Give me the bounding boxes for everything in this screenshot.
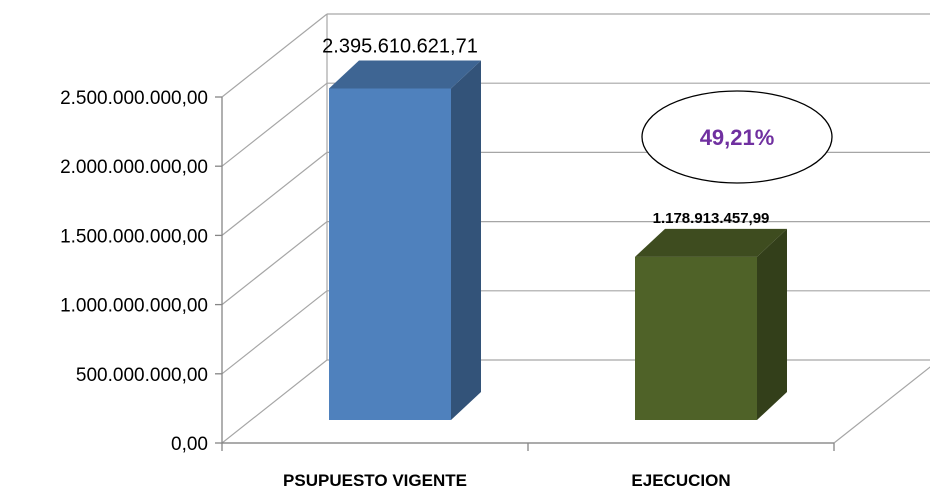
axes xyxy=(215,96,835,451)
bar-side-face xyxy=(451,60,481,421)
x-category-label: PSUPUESTO VIGENTE xyxy=(283,471,467,490)
chart-walls xyxy=(220,359,930,444)
value-label: 1.178.913.457,99 xyxy=(653,210,770,227)
side-gridline xyxy=(221,82,328,167)
x-category-label: EJECUCION xyxy=(631,471,730,490)
annotation-ellipse xyxy=(641,90,833,184)
percentage-annotation: 49,21% xyxy=(641,90,833,184)
y-tick-label: 2.500.000.000,00 xyxy=(60,88,208,109)
bar-top-face xyxy=(329,60,481,89)
side-gridline xyxy=(221,151,328,236)
x-category-labels: PSUPUESTO VIGENTE EJECUCION xyxy=(283,471,731,490)
y-tick-label: 500.000.000,00 xyxy=(76,365,208,386)
gridlines xyxy=(221,13,930,375)
side-gridline xyxy=(221,13,328,98)
bar-front-face xyxy=(329,88,451,421)
bar-side-face xyxy=(757,228,787,420)
y-tick-labels: 0,00 500.000.000,00 1.000.000.000,00 1.500.… xyxy=(60,88,208,455)
annotation-text: 49,21% xyxy=(700,125,775,150)
bar-1 xyxy=(329,60,481,421)
chart-floor xyxy=(220,359,930,444)
side-gridline xyxy=(221,290,328,375)
bar-2 xyxy=(635,228,787,420)
y-tick-label: 1.000.000.000,00 xyxy=(60,296,208,317)
y-tick-label: 2.000.000.000,00 xyxy=(60,157,208,178)
y-tick-label: 1.500.000.000,00 xyxy=(60,226,208,247)
bars xyxy=(329,60,787,421)
side-gridline xyxy=(221,221,328,306)
value-label: 2.395.610.621,71 xyxy=(322,35,478,57)
bar-top-face xyxy=(635,228,787,257)
y-tick-label: 0,00 xyxy=(171,434,208,455)
bar-front-face xyxy=(635,256,757,420)
value-labels: 2.395.610.621,71 1.178.913.457,99 xyxy=(322,35,769,226)
